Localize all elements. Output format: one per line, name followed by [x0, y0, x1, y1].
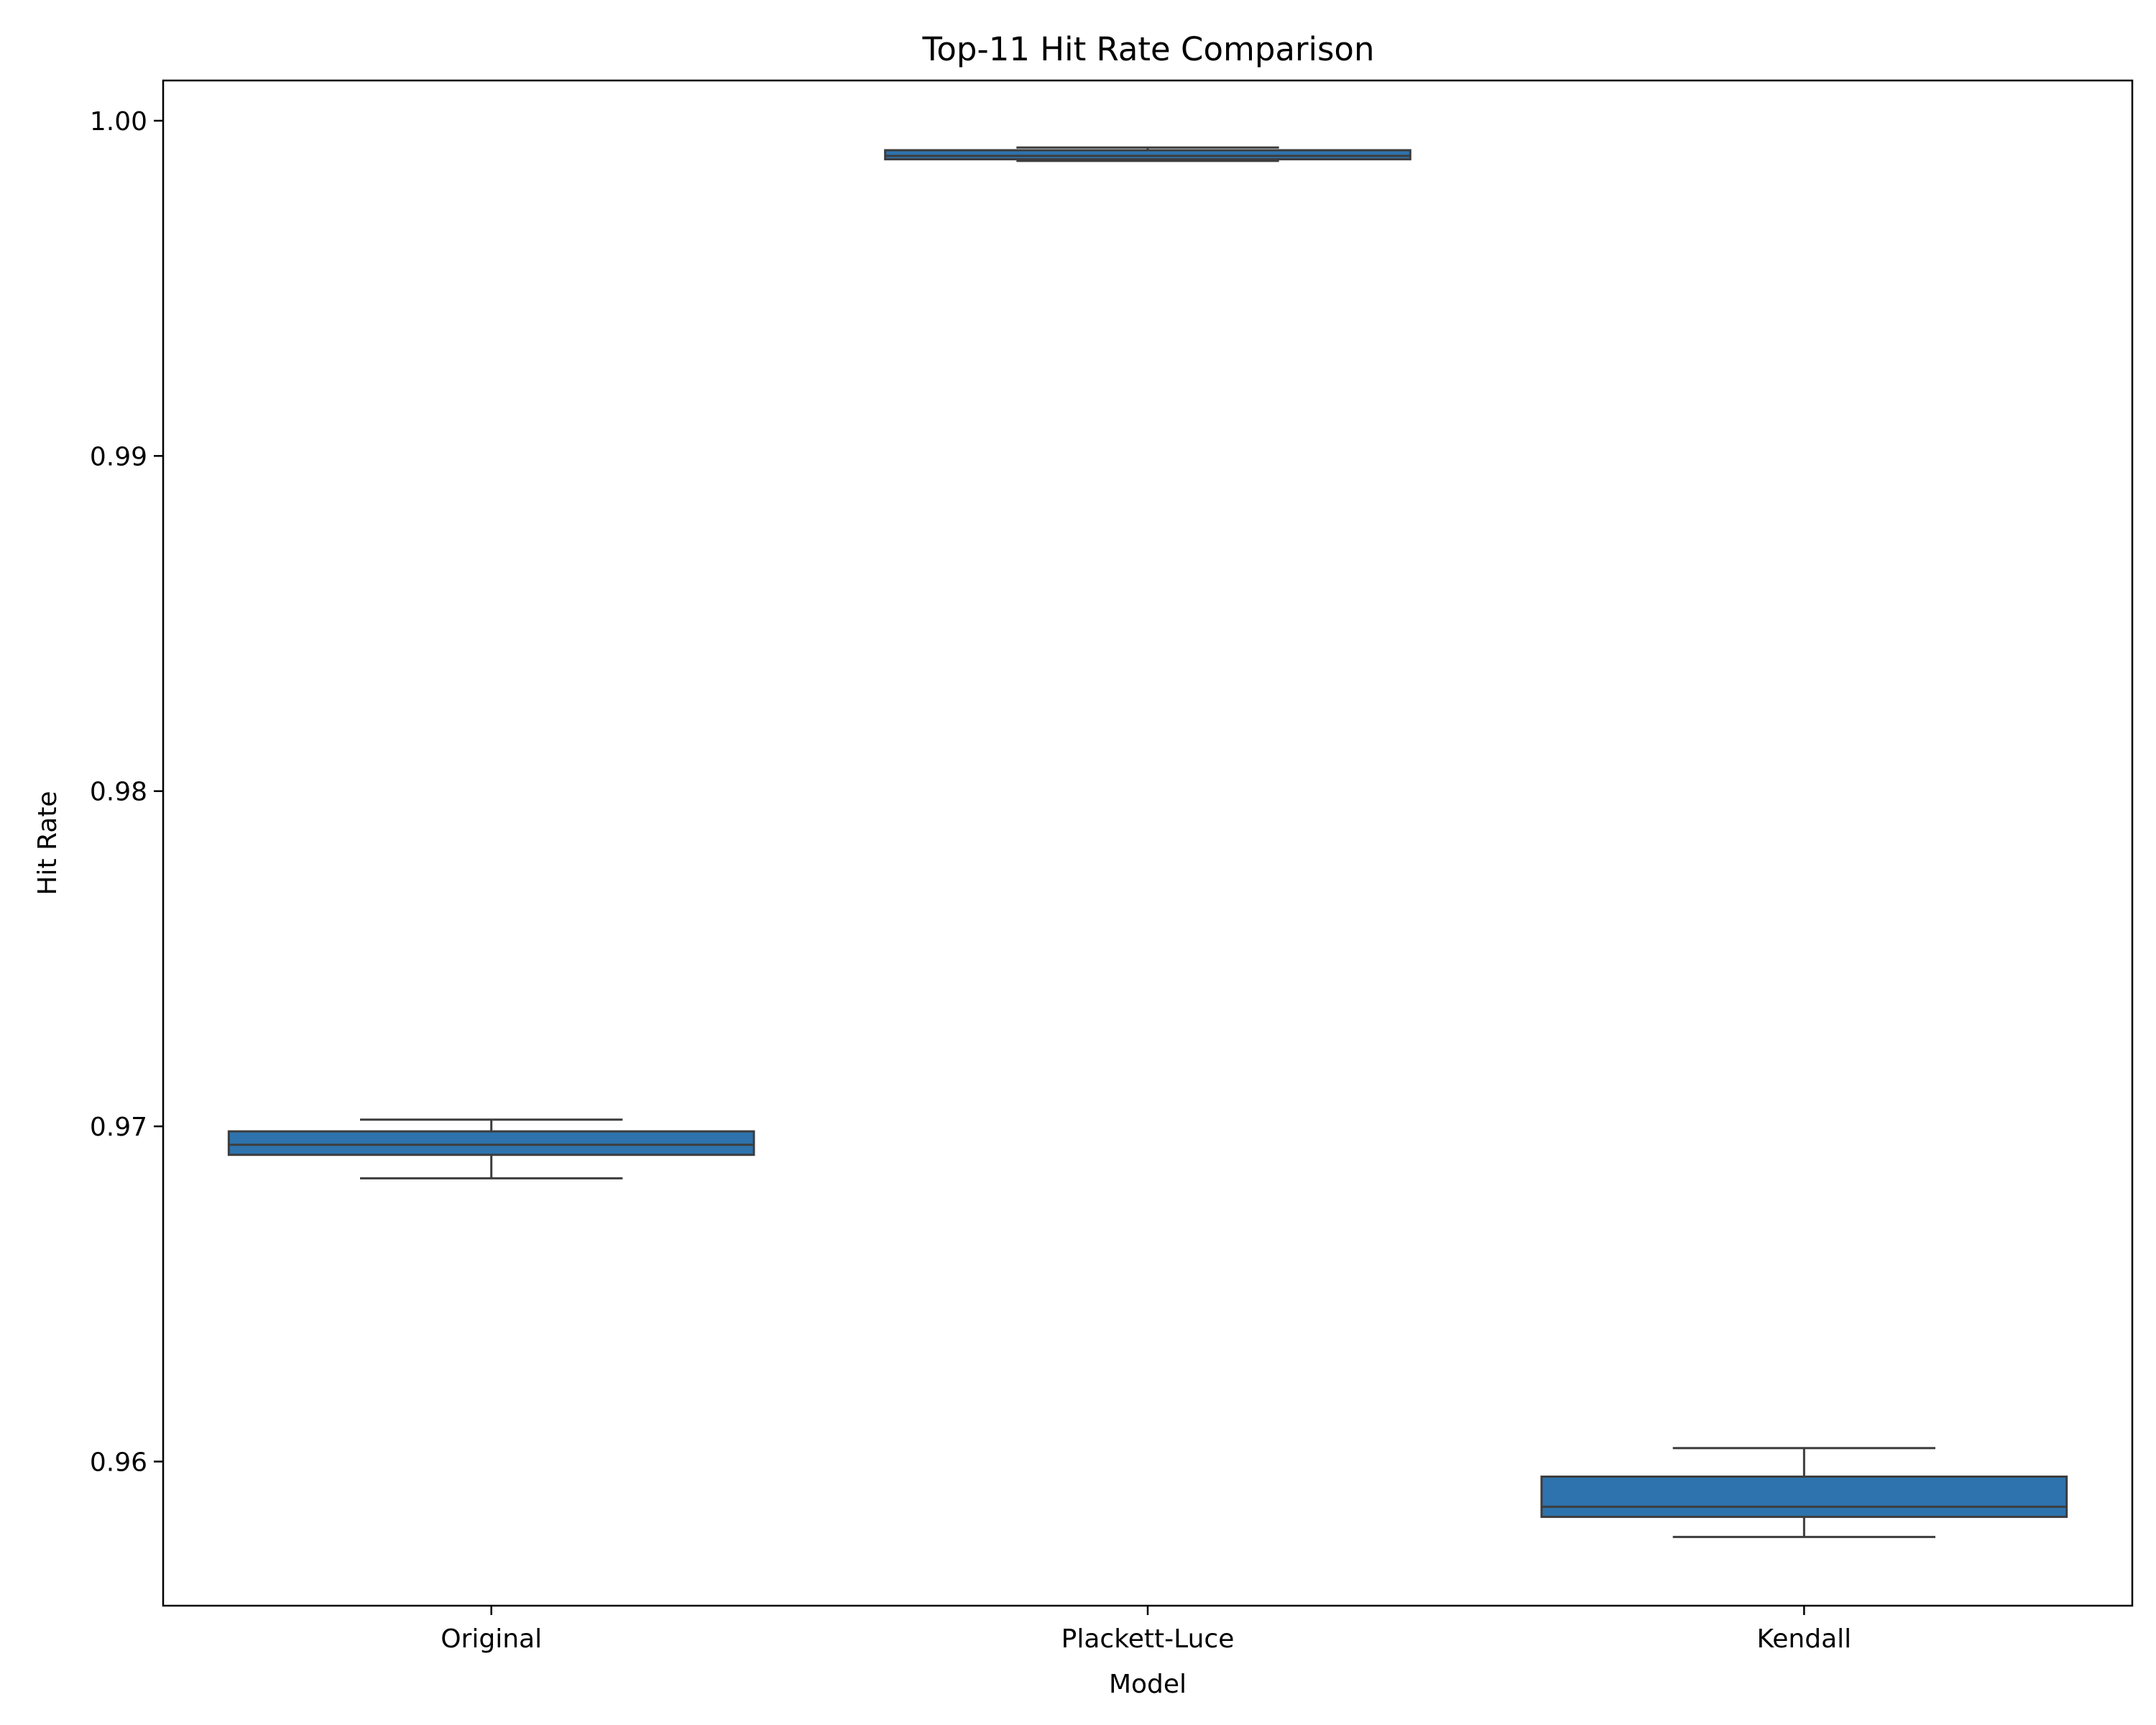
- plot-area-frame: [162, 79, 2134, 1607]
- x-tick-label: Original: [441, 1624, 542, 1654]
- y-tick-label: 0.97: [90, 1113, 147, 1142]
- y-axis-label: Hit Rate: [33, 791, 63, 895]
- x-tick-label: Plackett-Luce: [1061, 1624, 1235, 1654]
- y-tick-label: 1.00: [90, 107, 147, 137]
- iqr-box: [884, 149, 1411, 161]
- y-axis-ticks: 0.96 0.97 0.98 0.99 1.00: [90, 107, 163, 1477]
- iqr-box: [227, 1130, 755, 1156]
- iqr-box: [1540, 1475, 2068, 1518]
- y-tick-label: 0.96: [90, 1448, 147, 1477]
- box-group-3: [1540, 1447, 2068, 1538]
- boxes-layer: [227, 146, 2068, 1538]
- x-axis-label: Model: [1109, 1670, 1187, 1699]
- y-tick-label: 0.99: [90, 442, 147, 472]
- chart-title: Top-11 Hit Rate Comparison: [922, 30, 1375, 68]
- x-axis-ticks: Original Plackett-Luce Kendall: [441, 1606, 1851, 1654]
- box-group-1: [227, 1118, 755, 1179]
- x-tick-label: Kendall: [1756, 1624, 1851, 1654]
- y-tick-label: 0.98: [90, 778, 147, 807]
- box-group-2: [884, 146, 1411, 162]
